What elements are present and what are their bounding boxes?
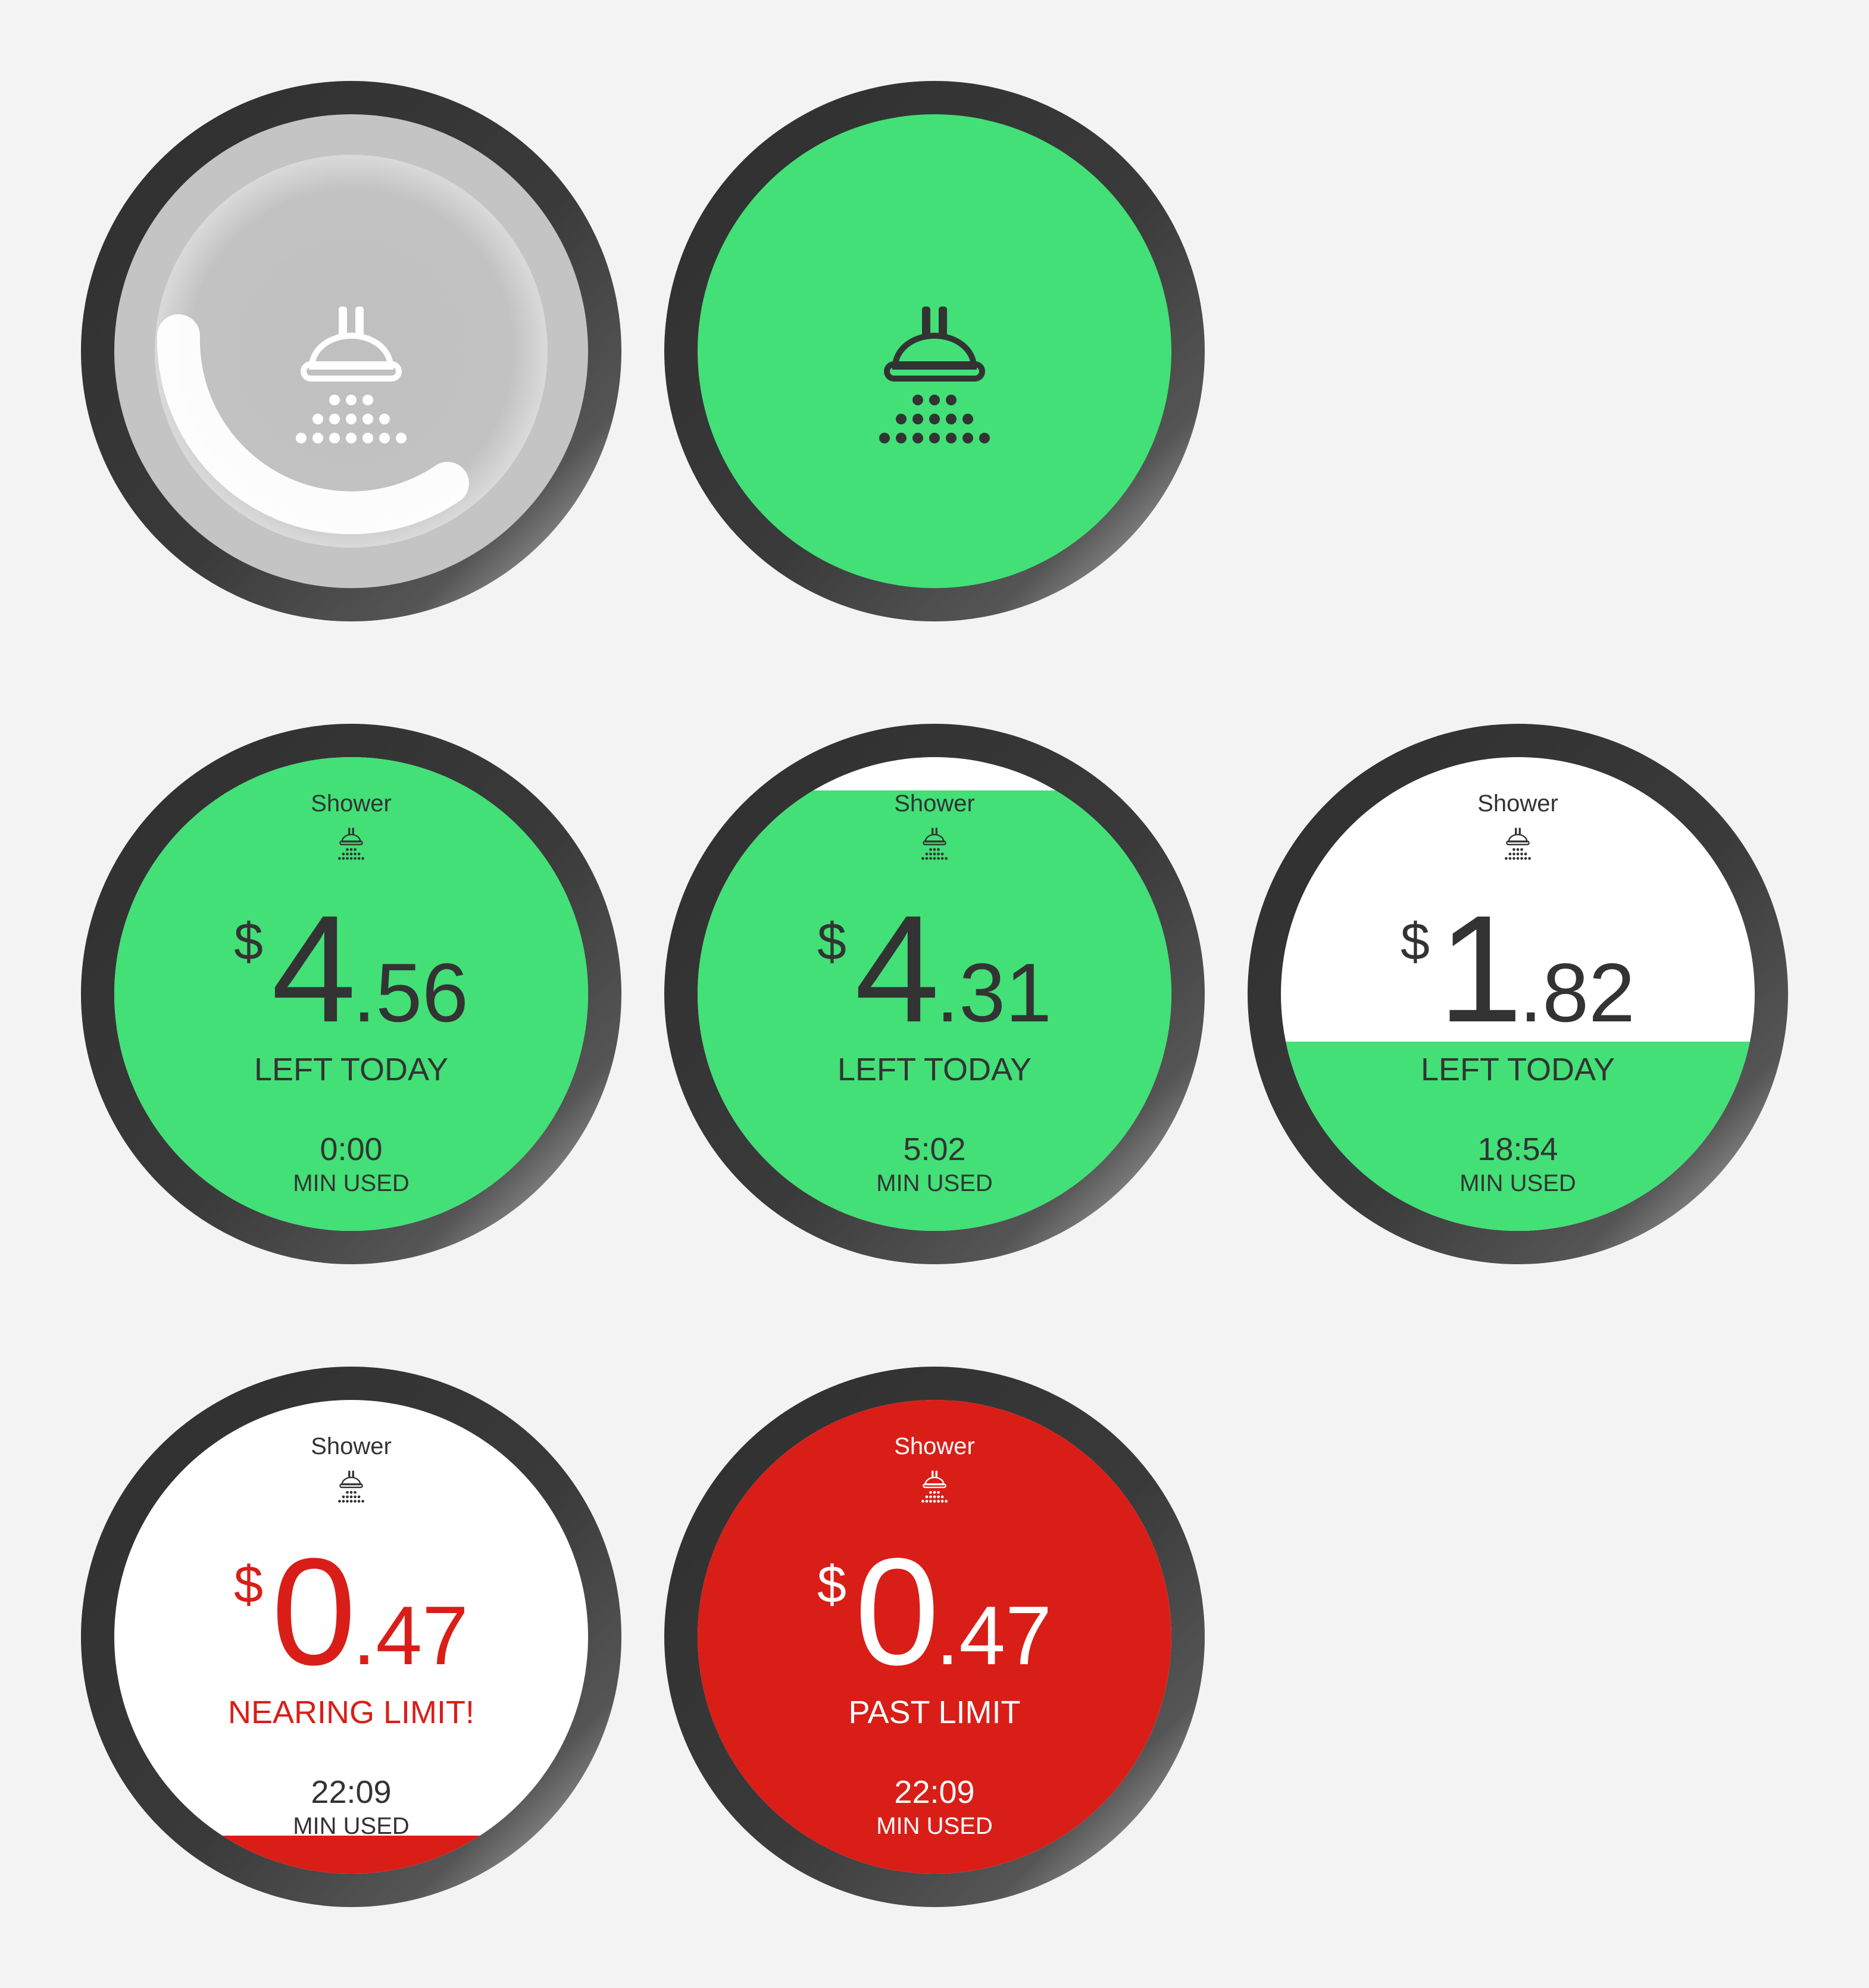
app-name: Shower <box>1477 790 1558 817</box>
amount-integer: 0 <box>854 1527 939 1697</box>
app-name: Shower <box>311 1433 392 1459</box>
amount-left: $0.47 <box>114 1536 588 1688</box>
watch-face: Shower $4.31 LEFT TODAY 5:02 MIN USED <box>698 757 1171 1231</box>
amount-integer: 4 <box>271 884 356 1054</box>
time-used: 5:02 <box>903 1131 966 1167</box>
currency-symbol: $ <box>234 912 263 971</box>
watch-budget-3: Shower $1.82 LEFT TODAY 18:54 MIN USED <box>1248 724 1788 1264</box>
app-name: Shower <box>894 790 975 817</box>
watch-face <box>114 114 588 588</box>
shower-icon <box>1505 827 1531 860</box>
currency-symbol: $ <box>234 1555 263 1614</box>
shower-icon <box>338 827 364 860</box>
watch-face: Shower $0.47 NEARING LIMIT! 22:09 MIN US… <box>114 1400 588 1874</box>
watch-face: Shower $4.56 LEFT TODAY 0:00 MIN USED <box>114 757 588 1231</box>
amount-left: $4.56 <box>114 893 588 1045</box>
currency-symbol: $ <box>817 1555 846 1614</box>
amount-left: $0.47 <box>698 1536 1171 1688</box>
time-used: 22:09 <box>311 1774 392 1810</box>
shower-icon <box>921 827 948 860</box>
amount-decimal: .47 <box>936 1589 1052 1682</box>
amount-integer: 4 <box>854 884 939 1054</box>
amount-integer: 1 <box>1437 884 1523 1054</box>
time-used-label: MIN USED <box>1459 1170 1576 1196</box>
watch-ready[interactable] <box>664 81 1205 621</box>
time-used-label: MIN USED <box>293 1170 410 1196</box>
watch-past-limit: Shower $0.47 PAST LIMIT 22:09 MIN USED <box>664 1367 1205 1907</box>
status-label: PAST LIMIT <box>848 1695 1021 1730</box>
budget-fill <box>114 1836 588 1874</box>
amount-integer: 0 <box>271 1527 356 1697</box>
time-used-label: MIN USED <box>876 1170 993 1196</box>
watch-face: Shower $0.47 PAST LIMIT 22:09 MIN USED <box>698 1400 1171 1874</box>
amount-decimal: .82 <box>1519 946 1635 1039</box>
shower-icon[interactable] <box>875 305 994 448</box>
app-name: Shower <box>894 1433 975 1459</box>
amount-decimal: .47 <box>352 1589 468 1682</box>
app-name: Shower <box>311 790 392 817</box>
time-used-label: MIN USED <box>876 1813 993 1839</box>
watch-budget-1: Shower $4.56 LEFT TODAY 0:00 MIN USED <box>81 724 621 1264</box>
budget-fill <box>698 790 1171 1231</box>
status-label: LEFT TODAY <box>837 1052 1032 1087</box>
amount-decimal: .31 <box>936 946 1052 1039</box>
time-used: 22:09 <box>894 1774 975 1810</box>
watch-budget-2: Shower $4.31 LEFT TODAY 5:02 MIN USED <box>664 724 1205 1264</box>
watch-nearing-limit: Shower $0.47 NEARING LIMIT! 22:09 MIN US… <box>81 1367 621 1907</box>
status-label: LEFT TODAY <box>1420 1052 1615 1087</box>
status-label: NEARING LIMIT! <box>227 1695 475 1730</box>
time-used-label: MIN USED <box>293 1813 410 1839</box>
amount-decimal: .56 <box>352 946 468 1039</box>
loading-progress-arc <box>157 314 469 534</box>
shower-icon <box>338 1470 364 1503</box>
currency-symbol: $ <box>817 912 846 971</box>
budget-fill <box>1281 1041 1755 1231</box>
currency-symbol: $ <box>1401 912 1430 971</box>
amount-left: $4.31 <box>698 893 1171 1045</box>
budget-fill <box>698 1400 1171 1874</box>
watch-face[interactable] <box>698 114 1171 588</box>
budget-fill <box>114 757 588 1231</box>
time-used: 0:00 <box>320 1131 383 1167</box>
watch-loading <box>81 81 621 621</box>
watch-face: Shower $1.82 LEFT TODAY 18:54 MIN USED <box>1281 757 1755 1231</box>
shower-icon <box>296 305 407 443</box>
status-label: LEFT TODAY <box>254 1052 449 1087</box>
shower-icon <box>921 1470 948 1503</box>
amount-left: $1.82 <box>1281 893 1755 1045</box>
time-used: 18:54 <box>1477 1131 1558 1167</box>
